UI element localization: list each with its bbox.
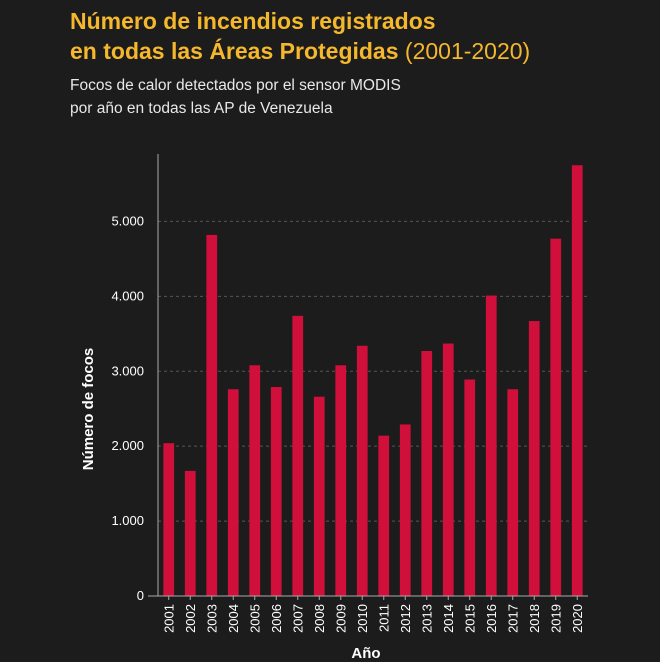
bar-2016 [485, 295, 497, 596]
x-tick-label: 2010 [355, 604, 370, 633]
bar-2004 [227, 389, 239, 596]
x-tick-label: 2015 [462, 604, 477, 633]
y-tick-label: 4.000 [111, 288, 144, 303]
y-tick-label: 5.000 [111, 213, 144, 228]
x-tick-label: 2020 [570, 604, 585, 633]
bar-2020 [571, 165, 583, 596]
bar-2011 [378, 435, 390, 596]
x-tick-label: 2017 [505, 604, 520, 633]
y-tick-label: 1.000 [111, 513, 144, 528]
x-tick-label: 2001 [161, 604, 176, 633]
x-tick-label: 2019 [548, 604, 563, 633]
x-tick-label: 2009 [333, 604, 348, 633]
x-tick-label: 2002 [183, 604, 198, 633]
bar-2008 [313, 396, 325, 596]
bar-2017 [507, 389, 519, 596]
x-tick-label: 2007 [290, 604, 305, 633]
bar-2001 [163, 443, 175, 596]
bar-2005 [249, 365, 261, 596]
subtitle-line-2: por año en todas las AP de Venezuela [70, 100, 333, 117]
bar-2007 [292, 315, 304, 596]
title-line-1: Número de incendios registrados [70, 8, 436, 34]
chart-header: Número de incendios registrados en todas… [70, 6, 650, 120]
y-tick-label: 0 [137, 588, 144, 603]
x-tick-label: 2018 [527, 604, 542, 633]
bar-2009 [335, 365, 347, 596]
x-axis-title: Año [351, 645, 380, 662]
bar-2012 [399, 424, 411, 596]
y-tick-label: 3.000 [111, 363, 144, 378]
x-tick-label: 2005 [247, 604, 262, 633]
bar-2019 [550, 238, 562, 596]
x-tick-label: 2004 [226, 604, 241, 633]
x-tick-label: 2013 [419, 604, 434, 633]
x-tick-label: 2008 [312, 604, 327, 633]
x-tick-label: 2006 [269, 604, 284, 633]
bar-2015 [464, 379, 476, 596]
bar-2010 [356, 345, 368, 596]
title-line-2-years: (2001-2020) [404, 38, 531, 64]
title-line-2-bold: en todas las Áreas Protegidas [70, 38, 399, 64]
x-axis-ticks: 2001 2002 2003 2004 2005 2006 2007 2008 2009 2010… [161, 596, 585, 633]
x-tick-label: 2012 [398, 604, 413, 633]
bar-2002 [184, 470, 196, 596]
bar-2003 [206, 234, 218, 596]
x-tick-label: 2011 [376, 604, 391, 632]
chart-subtitle: Focos de calor detectados por el sensor … [70, 74, 650, 120]
x-tick-label: 2003 [204, 604, 219, 633]
bar-2006 [270, 386, 282, 596]
y-axis-ticks: 0 1.000 2.000 3.000 4.000 5.000 [111, 213, 144, 603]
x-tick-label: 2016 [484, 604, 499, 633]
bars [163, 165, 583, 596]
gridlines [158, 220, 588, 522]
chart-title: Número de incendios registrados en todas… [70, 6, 650, 66]
subtitle-line-1: Focos de calor detectados por el sensor … [70, 77, 401, 94]
y-axis-title: Número de focos [80, 348, 97, 471]
x-tick-label: 2014 [441, 604, 456, 633]
y-tick-label: 2.000 [111, 438, 144, 453]
bar-2018 [528, 321, 540, 596]
bar-2013 [421, 351, 433, 596]
bar-2014 [442, 343, 454, 596]
